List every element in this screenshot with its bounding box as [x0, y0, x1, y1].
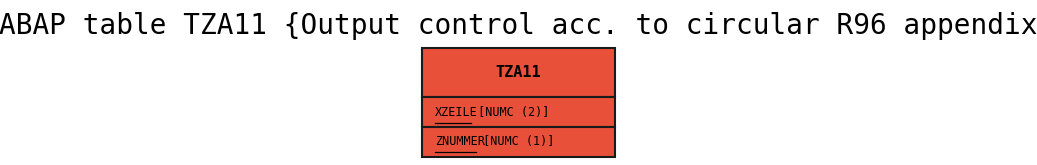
FancyBboxPatch shape — [422, 127, 615, 157]
FancyBboxPatch shape — [422, 48, 615, 97]
Text: ZNUMMER: ZNUMMER — [435, 135, 485, 148]
Text: [NUMC (1)]: [NUMC (1)] — [476, 135, 555, 148]
Text: SAP ABAP table TZA11 {Output control acc. to circular R96 appendix 11}: SAP ABAP table TZA11 {Output control acc… — [0, 12, 1037, 40]
Text: XZEILE: XZEILE — [435, 106, 478, 119]
Text: [NUMC (2)]: [NUMC (2)] — [471, 106, 549, 119]
Text: TZA11: TZA11 — [496, 65, 541, 80]
FancyBboxPatch shape — [422, 97, 615, 127]
